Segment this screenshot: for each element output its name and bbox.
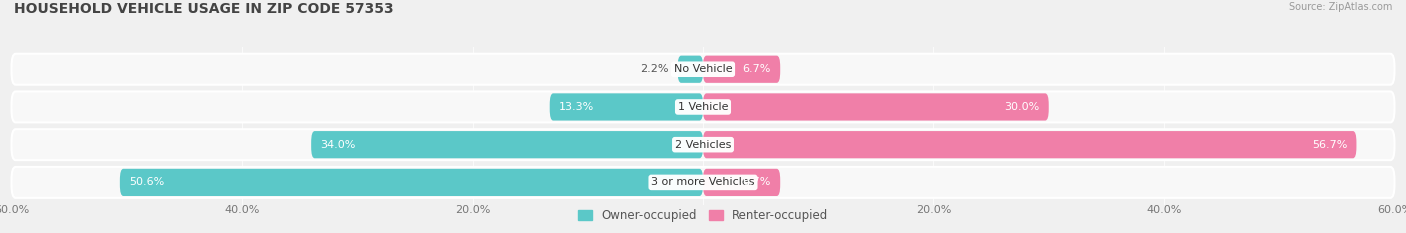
Text: 2.2%: 2.2% [640,64,668,74]
FancyBboxPatch shape [678,56,703,83]
Text: 56.7%: 56.7% [1312,140,1347,150]
FancyBboxPatch shape [703,93,1049,120]
Text: 20.0%: 20.0% [915,205,952,215]
Text: 6.7%: 6.7% [742,64,770,74]
FancyBboxPatch shape [11,92,1395,122]
Text: No Vehicle: No Vehicle [673,64,733,74]
FancyBboxPatch shape [11,129,1395,160]
Text: 3 or more Vehicles: 3 or more Vehicles [651,177,755,187]
Text: Source: ZipAtlas.com: Source: ZipAtlas.com [1288,2,1392,12]
Text: 60.0%: 60.0% [0,205,30,215]
Text: 20.0%: 20.0% [454,205,491,215]
Text: 1 Vehicle: 1 Vehicle [678,102,728,112]
Text: 6.7%: 6.7% [742,177,770,187]
FancyBboxPatch shape [11,54,1395,85]
FancyBboxPatch shape [311,131,703,158]
FancyBboxPatch shape [120,169,703,196]
Text: 2 Vehicles: 2 Vehicles [675,140,731,150]
FancyBboxPatch shape [703,56,780,83]
Text: 34.0%: 34.0% [321,140,356,150]
Text: 13.3%: 13.3% [560,102,595,112]
FancyBboxPatch shape [550,93,703,120]
Text: 50.6%: 50.6% [129,177,165,187]
Text: HOUSEHOLD VEHICLE USAGE IN ZIP CODE 57353: HOUSEHOLD VEHICLE USAGE IN ZIP CODE 5735… [14,2,394,16]
Legend: Owner-occupied, Renter-occupied: Owner-occupied, Renter-occupied [572,205,834,227]
FancyBboxPatch shape [703,169,780,196]
FancyBboxPatch shape [703,131,1357,158]
Text: 60.0%: 60.0% [1376,205,1406,215]
Text: 40.0%: 40.0% [1146,205,1181,215]
FancyBboxPatch shape [11,167,1395,198]
Text: 40.0%: 40.0% [225,205,260,215]
Text: 30.0%: 30.0% [1004,102,1039,112]
